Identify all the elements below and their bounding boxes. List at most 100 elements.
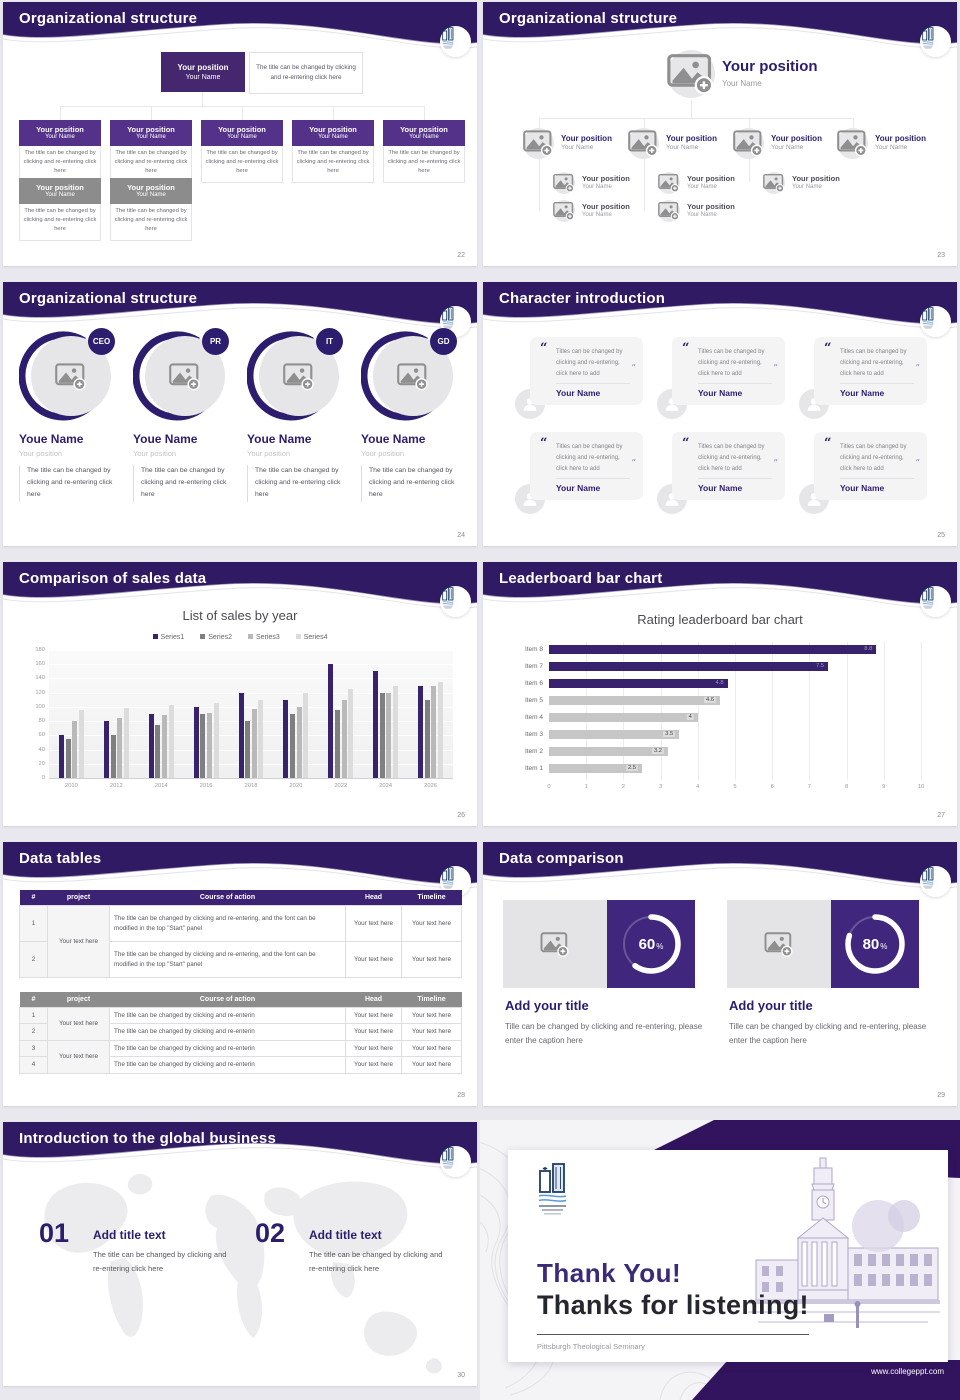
quote-card[interactable]: “ Titles can be changed by clicking and r…: [814, 337, 927, 405]
image-placeholder-icon[interactable]: [628, 128, 659, 159]
comparison-card[interactable]: 80%: [727, 900, 919, 988]
profile-name: Youe Name: [247, 432, 312, 446]
cell-project: Your text here: [47, 1007, 110, 1041]
image-placeholder-icon[interactable]: [553, 172, 575, 194]
slide-30[interactable]: Introduction to the global business 01 A…: [3, 1122, 477, 1386]
cell-30: Introduction to the global business 01 A…: [0, 1120, 480, 1400]
table-row: 1 Your text here The title can be change…: [19, 905, 462, 978]
image-placeholder-icon[interactable]: [658, 172, 680, 194]
data-table-1[interactable]: # project Course of action Head Timeline…: [19, 890, 462, 978]
image-placeholder-icon[interactable]: [523, 128, 554, 159]
quote-card[interactable]: “ Titles can be changed by clicking and r…: [530, 432, 643, 500]
cell-timeline: Your text here: [401, 941, 462, 978]
org-node[interactable]: Your position Your Name: [837, 128, 926, 159]
quote-text: Titles can be changed by clicking and re…: [840, 349, 907, 377]
table-row: 4 The title can be changed by clicking a…: [19, 1056, 462, 1074]
chart-title: List of sales by year: [182, 608, 298, 623]
legend-item: Series2: [200, 634, 232, 641]
profile-card[interactable]: CEO Youe Name Your position The title ca…: [18, 328, 123, 502]
image-placeholder-icon[interactable]: [540, 931, 570, 958]
slide-25[interactable]: Character introduction “ Titles can be ch…: [483, 282, 957, 546]
profile-caption: The title can be changed by clicking and…: [247, 465, 351, 502]
quote-card[interactable]: “ Titles can be changed by clicking and r…: [672, 432, 785, 500]
image-placeholder-icon[interactable]: [763, 172, 785, 194]
org-sub-node[interactable]: Your position Your Name: [658, 200, 735, 222]
category-label: Item 4: [524, 714, 543, 721]
quote-card[interactable]: “ Titles can be changed by clicking and r…: [814, 432, 927, 500]
org-node-name: Your Name: [409, 133, 439, 140]
profile-position: Your position: [133, 449, 177, 458]
cell-28: Data tables # project Course of action H…: [0, 840, 480, 1120]
slide-29[interactable]: Data comparison 60% Add your title Tille…: [483, 842, 957, 1106]
image-placeholder-icon[interactable]: [658, 200, 680, 222]
bar-Series4-2024: [393, 685, 399, 778]
image-placeholder-icon[interactable]: [764, 931, 794, 958]
bar-Series4-2018: [258, 699, 264, 778]
image-placeholder-icon[interactable]: [667, 50, 715, 98]
seminary-logo-icon: [538, 1163, 567, 1215]
org-node[interactable]: Your position Your Name The title can be c…: [110, 178, 192, 241]
org-node[interactable]: Your position Your Name: [523, 128, 612, 159]
profile-position: Your position: [19, 449, 63, 458]
quote-card[interactable]: “ Titles can be changed by clicking and r…: [530, 337, 643, 405]
close-quote-icon: ”: [915, 459, 920, 469]
slide-title: Data tables: [19, 850, 102, 867]
org-node[interactable]: Your position Your Name The title can be c…: [201, 120, 283, 183]
x-tick-label: 0: [547, 784, 551, 790]
cell-22: Organizational structure Your position Y…: [0, 0, 480, 280]
slide-22[interactable]: Organizational structure Your position Y…: [3, 2, 477, 266]
close-quote-icon: ”: [915, 364, 920, 374]
org-root-node[interactable]: Your position Your Name: [667, 50, 818, 98]
org-sub-node[interactable]: Your position Your Name: [553, 172, 630, 194]
profile-card[interactable]: IT Youe Name Your position The title can…: [246, 328, 351, 502]
org-node-position: Your position: [561, 134, 612, 144]
org-node-caption: The title can be changed by clicking and…: [110, 204, 192, 241]
image-placeholder-icon[interactable]: [55, 362, 87, 391]
org-node[interactable]: Your position Your Name The title can be c…: [110, 120, 192, 183]
category-label: Item 5: [524, 697, 543, 704]
website-url[interactable]: www.collegeppt.com: [871, 1367, 944, 1376]
bar-Series4-2014: [168, 705, 174, 778]
image-placeholder-icon[interactable]: [733, 128, 764, 159]
slide-27[interactable]: Leaderboard bar chart Rating leaderboard…: [483, 562, 957, 826]
profile-card[interactable]: GD Youe Name Your position The title can…: [360, 328, 465, 502]
image-placeholder-icon[interactable]: [837, 128, 868, 159]
org-node[interactable]: Your position Your Name The title can be c…: [292, 120, 374, 183]
image-placeholder-icon[interactable]: [169, 362, 201, 391]
org-node[interactable]: Your position Your Name: [628, 128, 717, 159]
org-node[interactable]: Your position Your Name The title can be c…: [383, 120, 465, 183]
profile-card[interactable]: PR Youe Name Your position The title can…: [132, 328, 237, 502]
slide-24[interactable]: Organizational structure CEO Youe Name Y…: [3, 282, 477, 546]
org-node[interactable]: Your position Your Name The title can be c…: [19, 178, 101, 241]
org-sub-node[interactable]: Your position Your Name: [763, 172, 840, 194]
slide-23[interactable]: Organizational structure Your position Yo…: [483, 2, 957, 266]
slide-26[interactable]: Comparison of sales data List of sales b…: [3, 562, 477, 826]
legend-swatch: [248, 634, 253, 639]
cell-23: Organizational structure Your position Yo…: [480, 0, 960, 280]
slide-header: Character introduction: [483, 282, 957, 338]
thank-you-card[interactable]: Thank You! Thanks for listening! Pittsbu…: [508, 1150, 948, 1362]
slide-28[interactable]: Data tables # project Course of action H…: [3, 842, 477, 1106]
org-node[interactable]: Your position Your Name The title can be c…: [19, 120, 101, 183]
comparison-card[interactable]: 60%: [503, 900, 695, 988]
y-tick-label: 120: [35, 689, 45, 696]
cell-course: The title can be changed by clicking and…: [109, 941, 346, 978]
bar-Item 1: [549, 764, 642, 773]
bar-Series2-2010: [65, 738, 71, 778]
category-label: Item 7: [524, 663, 543, 670]
card-title: Add your title: [729, 998, 813, 1013]
image-placeholder-icon[interactable]: [553, 200, 575, 222]
org-sub-node[interactable]: Your position Your Name: [658, 172, 735, 194]
world-map: [44, 1174, 442, 1374]
role-badge: IT: [316, 328, 343, 355]
data-table-2[interactable]: # project Course of action Head Timeline…: [19, 992, 462, 1074]
org-sub-node[interactable]: Your position Your Name: [553, 200, 630, 222]
image-placeholder-icon[interactable]: [397, 362, 429, 391]
org-root-position: Your position: [722, 58, 818, 76]
org-root-node[interactable]: Your position Your Name: [161, 52, 245, 92]
bar-Series1-2020: [283, 699, 289, 778]
org-node[interactable]: Your position Your Name: [733, 128, 822, 159]
cell-25: Character introduction “ Titles can be ch…: [480, 280, 960, 560]
quote-card[interactable]: “ Titles can be changed by clicking and r…: [672, 337, 785, 405]
image-placeholder-icon[interactable]: [283, 362, 315, 391]
